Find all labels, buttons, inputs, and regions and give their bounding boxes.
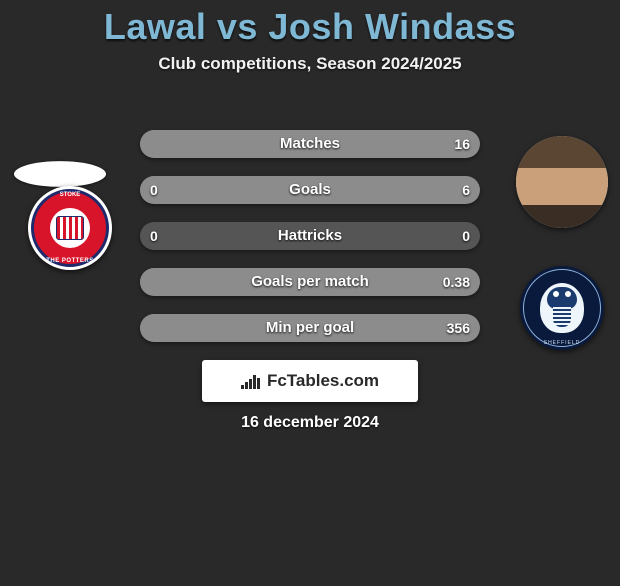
- watermark: FcTables.com: [202, 360, 418, 402]
- player1-club-badge: STOKE THE POTTERS: [28, 186, 112, 270]
- stat-row: 356Min per goal: [140, 314, 480, 342]
- comparison-subtitle: Club competitions, Season 2024/2025: [0, 54, 620, 74]
- stat-label: Goals: [140, 176, 480, 204]
- club1-label-top: STOKE: [60, 192, 81, 198]
- player2-avatar: [516, 136, 608, 228]
- player2-club-badge: SHEFFIELD: [520, 266, 604, 350]
- stat-row: 16Matches: [140, 130, 480, 158]
- watermark-text: FcTables.com: [267, 371, 379, 391]
- comparison-title: Lawal vs Josh Windass: [0, 6, 620, 48]
- watermark-chart-icon: [241, 373, 261, 389]
- club1-label-bottom: THE POTTERS: [46, 258, 94, 264]
- generated-date: 16 december 2024: [0, 414, 620, 432]
- stat-row: 0.38Goals per match: [140, 268, 480, 296]
- player2-face-placeholder: [516, 136, 608, 228]
- stat-label: Matches: [140, 130, 480, 158]
- stat-label: Min per goal: [140, 314, 480, 342]
- stats-container: 16Matches 06Goals 00Hattricks 0.38Goals per…: [140, 130, 480, 360]
- stat-row: 06Goals: [140, 176, 480, 204]
- stat-label: Goals per match: [140, 268, 480, 296]
- stat-row: 00Hattricks: [140, 222, 480, 250]
- player1-avatar: [14, 161, 106, 187]
- club2-label-bottom: SHEFFIELD: [544, 340, 581, 346]
- stat-label: Hattricks: [140, 222, 480, 250]
